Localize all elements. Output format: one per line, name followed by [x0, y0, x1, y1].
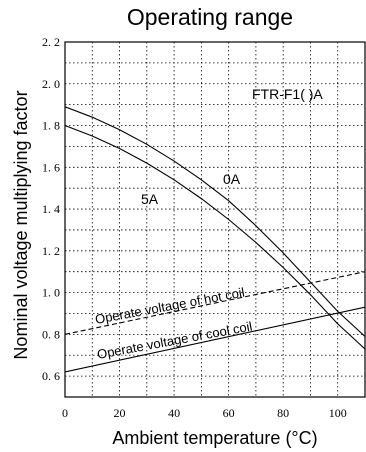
- y-tick-label: 2. 0: [42, 77, 60, 91]
- y-tick-label: 0. 6: [42, 369, 60, 383]
- series-label-0a: 0A: [223, 171, 241, 187]
- series-label-5a: 5A: [141, 191, 159, 207]
- y-axis-label: Nominal voltage multiplying factor: [11, 90, 31, 359]
- series-line-hot-coil: [65, 271, 365, 335]
- series-label-hot-coil: Operate voltage of hot coil: [94, 285, 246, 327]
- series-line-0a: [65, 106, 365, 337]
- x-tick-label: 40: [168, 406, 180, 420]
- series-lines: [65, 106, 365, 373]
- plot-frame: [64, 41, 366, 398]
- y-tick-label: 0. 8: [42, 327, 60, 341]
- y-tick-label: 1. 4: [42, 202, 60, 216]
- x-tick-label: 20: [114, 406, 126, 420]
- x-tick-label: 100: [329, 406, 347, 420]
- y-tick-label: 1. 8: [42, 119, 60, 133]
- x-tick-label: 80: [277, 406, 289, 420]
- model-label: FTR-F1( )A: [252, 86, 323, 102]
- series-line-cool-coil: [65, 306, 365, 373]
- series-line-5a: [65, 125, 365, 350]
- x-tick-label: 0: [62, 406, 68, 420]
- y-tick-label: 1. 0: [42, 286, 60, 300]
- tick-labels: 0 20 40 60 80 100 0. 6 0. 8 1. 0 1. 2 1. 4 1. 6 1. 8…: [42, 35, 347, 420]
- x-axis-label: Ambient temperature (°C): [112, 428, 317, 448]
- annotations: FTR-F1( )A 0A 5A Operate voltage of hot …: [94, 86, 324, 362]
- y-tick-label: 1. 2: [42, 244, 60, 258]
- y-tick-label: 2. 2: [42, 35, 60, 49]
- chart-title: Operating range: [127, 4, 293, 30]
- y-tick-label: 1. 6: [42, 160, 60, 174]
- x-tick-label: 60: [223, 406, 235, 420]
